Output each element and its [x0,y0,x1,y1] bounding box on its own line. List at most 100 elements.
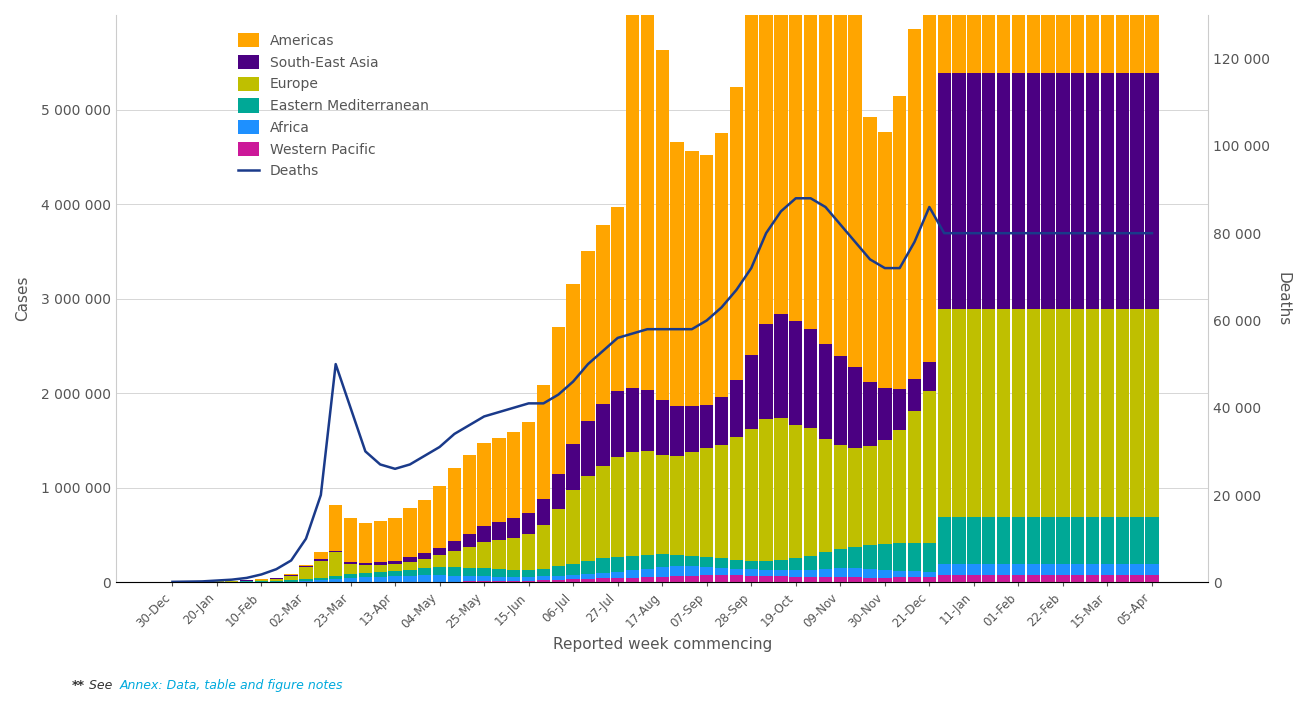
Bar [774,559,788,570]
Bar [686,567,699,576]
Bar [670,576,684,582]
Bar [537,525,550,569]
Bar [1101,564,1114,575]
Bar [1041,309,1055,517]
Bar [551,474,565,510]
Bar [551,510,565,567]
Bar [462,568,475,576]
Bar [359,573,372,577]
Bar [804,577,818,582]
Bar [388,571,402,576]
Bar [922,572,936,577]
Bar [462,576,475,581]
Bar [611,578,624,582]
Bar [759,560,773,570]
Bar [1131,575,1144,582]
Bar [833,577,848,582]
Bar [285,574,298,576]
Bar [315,581,328,582]
Bar [567,490,580,564]
Bar [908,29,921,378]
Bar [537,569,550,576]
Bar [507,517,521,538]
Bar [641,0,654,390]
Bar [581,561,594,574]
Bar [359,563,372,565]
Y-axis label: Deaths: Deaths [1276,272,1292,326]
Bar [1057,0,1070,73]
Bar [478,576,491,581]
Bar [1085,564,1100,575]
Bar [744,576,757,582]
Bar [255,581,268,582]
Bar [996,73,1011,309]
Bar [686,556,699,567]
Bar [492,577,505,581]
Bar [1131,0,1144,73]
Bar [908,577,921,582]
Bar [774,0,788,314]
Bar [952,0,965,73]
Bar [863,117,876,382]
Bar [714,444,729,558]
Bar [1071,73,1084,309]
Bar [893,543,906,571]
Bar [374,572,387,577]
Bar [448,576,461,581]
Bar [285,580,298,581]
Bar [478,526,491,542]
Bar [432,548,447,555]
Bar [1012,517,1025,564]
Bar [700,575,713,582]
Bar [388,564,402,571]
Bar [492,522,505,540]
Bar [1057,309,1070,517]
Bar [492,569,505,577]
Bar [1131,517,1144,564]
Bar [551,567,565,576]
Bar [1027,517,1040,564]
Bar [1057,73,1070,309]
Bar [359,577,372,582]
Bar [774,418,788,559]
Bar [641,577,654,582]
Bar [908,543,921,571]
Bar [656,51,669,400]
Bar [581,421,594,476]
Bar [1131,309,1144,517]
Bar [686,452,699,556]
Bar [996,564,1011,575]
Bar [299,567,312,579]
Bar [567,579,580,582]
Bar [952,564,965,575]
Bar [507,570,521,577]
Bar [878,440,892,545]
Bar [908,411,921,543]
Bar [878,578,892,582]
Bar [343,574,358,578]
Text: **: ** [72,680,85,692]
Bar [626,0,639,388]
Y-axis label: Cases: Cases [14,276,30,322]
Bar [819,552,832,569]
Bar [744,428,757,561]
Bar [656,567,669,576]
Bar [537,499,550,525]
Bar [611,391,624,458]
Bar [656,576,669,582]
Bar [255,580,268,581]
Bar [596,404,610,465]
Bar [922,577,936,582]
Bar [744,569,757,576]
Bar [269,578,283,581]
Bar [714,558,729,568]
Bar [1101,309,1114,517]
Bar [730,87,743,380]
Bar [1131,564,1144,575]
Bar [1071,564,1084,575]
Bar [893,571,906,577]
Bar [863,446,876,545]
Bar [849,577,862,582]
Bar [1085,575,1100,582]
Bar [1115,0,1128,73]
